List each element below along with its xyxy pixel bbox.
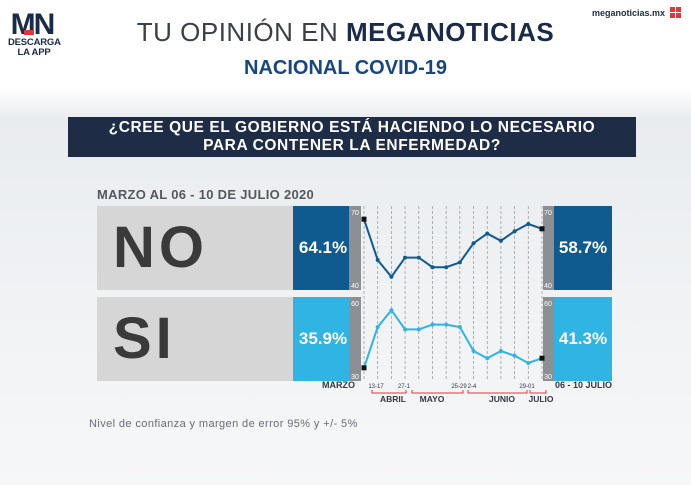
option-si-box: SI <box>97 297 293 381</box>
footnote: Nivel de confianza y margen de error 95%… <box>89 418 358 430</box>
data-point-no <box>403 255 408 260</box>
no-first-value: 64.1% <box>293 206 353 290</box>
title-brand: MEGANOTICIAS <box>346 17 555 47</box>
y-tick-y-min-right: 40 <box>544 283 552 290</box>
meganoticias-app-logo[interactable]: MN DESCARGA LA APP <box>8 8 61 58</box>
x-month-label: JULIO <box>528 394 553 404</box>
x-date-tick: 13-17 <box>368 384 384 390</box>
axis-bar-right <box>543 206 554 290</box>
question-banner: ¿CREE QUE EL GOBIERNO ESTÁ HACIENDO LO N… <box>68 117 636 157</box>
data-point-si <box>430 322 435 327</box>
logo-app-line: LA APP <box>17 47 51 58</box>
data-point-si <box>389 308 394 313</box>
data-point-no <box>471 241 476 246</box>
axis-bar-right <box>543 297 554 381</box>
data-point-si <box>403 327 408 332</box>
data-point-si <box>444 322 449 327</box>
x-month-label: ABRIL <box>380 394 406 404</box>
x-date-tick: 27-1 <box>398 384 411 390</box>
logo-download-line: DESCARGA <box>8 37 61 48</box>
series-line-si <box>363 308 543 369</box>
no-last-value: 58.7% <box>554 206 612 290</box>
x-month-label: MAYO <box>420 394 445 404</box>
data-point-no <box>512 229 517 234</box>
data-point-no <box>430 265 435 270</box>
endpoint-no <box>361 216 367 222</box>
question-line-2: PARA CONTENER LA ENFERMEDAD? <box>203 137 501 154</box>
y-tick-y-max-right: 70 <box>544 210 552 217</box>
option-si-label: SI <box>113 306 176 371</box>
data-point-si <box>457 325 462 329</box>
data-point-no <box>485 231 490 236</box>
x-date-tick: 29-01 <box>519 384 535 390</box>
option-no-label: NO <box>113 215 208 280</box>
month-bracket <box>529 390 547 394</box>
month-bracket <box>411 390 464 394</box>
axis-bar-left <box>349 297 361 381</box>
period-label: MARZO AL 06 - 10 DE JULIO 2020 <box>97 187 315 202</box>
data-point-si <box>471 349 476 353</box>
endpoint-no <box>539 226 545 232</box>
data-point-no <box>457 260 462 265</box>
data-point-si <box>375 325 380 329</box>
x-month-label: JUNIO <box>489 394 515 404</box>
x-date-tick: 2-4 <box>468 384 477 390</box>
data-point-si <box>485 356 490 361</box>
endpoint-si <box>539 355 545 361</box>
data-point-si <box>498 349 503 353</box>
logo-mark: MN <box>8 8 56 38</box>
series-line-no <box>363 218 543 279</box>
y-tick-y-max-left: 60 <box>351 301 359 308</box>
si-last-value: 41.3% <box>554 297 612 381</box>
y-tick-y-min-right: 30 <box>544 374 552 381</box>
title-light: TU OPINIÓN EN <box>136 17 339 47</box>
data-point-no <box>498 238 503 243</box>
data-point-no <box>444 265 449 270</box>
data-point-no <box>526 222 531 226</box>
month-bracket <box>467 390 528 394</box>
data-point-no <box>375 258 380 262</box>
data-point-si <box>526 361 531 365</box>
site-url[interactable]: meganoticias.mx <box>591 8 665 18</box>
data-point-si <box>416 327 421 332</box>
page-subtitle: NACIONAL COVID-19 <box>244 57 447 79</box>
data-point-no <box>389 274 394 279</box>
page-title: TU OPINIÓN EN MEGANOTICIAS <box>0 17 691 48</box>
question-line-1: ¿CREE QUE EL GOBIERNO ESTÁ HACIENDO LO N… <box>108 119 596 136</box>
axis-bar-left <box>349 206 361 290</box>
endpoint-si <box>361 365 367 371</box>
y-tick-y-min-left: 30 <box>351 374 359 381</box>
grid-icon <box>670 7 681 18</box>
y-tick-y-max-left: 70 <box>351 210 359 217</box>
y-tick-y-max-right: 60 <box>544 301 552 308</box>
y-tick-y-min-left: 40 <box>351 283 359 290</box>
month-bracket <box>371 390 407 394</box>
x-end-label: 06 - 10 JULIO <box>555 380 612 390</box>
si-first-value: 35.9% <box>293 297 353 381</box>
option-no-box: NO <box>97 206 293 290</box>
x-date-tick: 25-29 <box>451 384 467 390</box>
x-start-label: MARZO <box>322 380 355 390</box>
data-point-si <box>512 353 517 358</box>
data-point-no <box>416 255 421 260</box>
